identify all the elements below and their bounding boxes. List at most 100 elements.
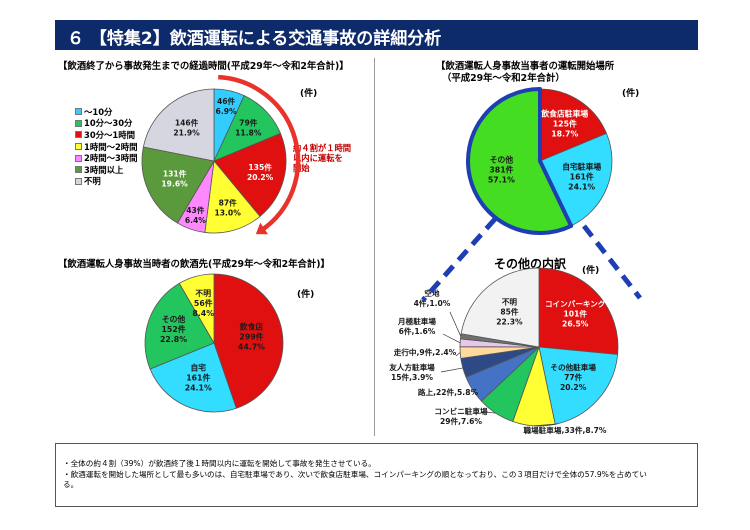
data-label: 職場駐車場,33件,8.7%	[524, 425, 607, 435]
legend-label: 1時間～2時間	[84, 141, 138, 152]
legend-item: 不明	[75, 176, 138, 188]
legend-label: 10分～30分	[84, 118, 133, 129]
summary-box: ・全体の約４割（39%）が飲酒終了後１時間以内に運転を開始して事故を発生させてい…	[55, 443, 698, 507]
data-label: 22.8%	[160, 335, 187, 344]
page-title: ６ 【特集2】飲酒運転による交通事故の詳細分析	[67, 29, 442, 49]
unit-label-elapsed: (件)	[300, 89, 318, 99]
pie-slice	[213, 273, 284, 409]
data-label: 友人方駐車場	[389, 362, 435, 372]
unit-label-other: (件)	[582, 266, 600, 276]
leader-line	[440, 367, 463, 373]
data-label: 56件	[194, 298, 213, 308]
leader-line	[485, 411, 496, 414]
summary-line3: る。	[63, 480, 79, 489]
legend-label: 30分～1時間	[84, 129, 135, 140]
legend-swatch	[75, 131, 82, 139]
pie-slice	[460, 267, 540, 348]
drinking-place-chart-title: 【飲酒運転人身事故当時者の飲酒先(平成29年～令和2年合計)】	[58, 259, 330, 270]
data-label: 29件,7.6%	[440, 416, 482, 426]
data-label: 125件	[553, 119, 577, 129]
legend-label: 2時間～3時間	[84, 153, 138, 164]
data-label: 26.5%	[562, 320, 589, 329]
pie-slice	[538, 346, 619, 425]
data-label: その他	[490, 155, 514, 165]
legend-item: 2時間～3時間	[75, 152, 138, 164]
pie-slice	[204, 160, 261, 234]
leader-line	[472, 388, 477, 391]
data-label: 24.1%	[568, 183, 595, 192]
unit-label-drinking: (件)	[297, 290, 315, 300]
data-label: 381件	[489, 165, 513, 175]
arrow-note-line2: 以内に運転を	[293, 153, 343, 163]
data-label: 44.7%	[238, 343, 265, 352]
connector-line	[421, 217, 497, 302]
data-label: 21.9%	[173, 128, 200, 137]
legend-item: ～10分	[75, 106, 138, 118]
section-divider	[374, 58, 375, 436]
data-label: 101件	[564, 309, 588, 319]
pie-slice	[141, 146, 215, 224]
legend-swatch	[75, 166, 82, 174]
data-label: 6.4%	[185, 216, 206, 225]
data-label: 22.3%	[496, 318, 523, 327]
pie-slice	[144, 282, 215, 370]
data-label: 8.4%	[192, 309, 214, 318]
unit-label-start: (件)	[622, 89, 640, 99]
data-label: 161件	[570, 172, 594, 182]
elapsed-chart-title: 【飲酒終了から事故発生までの経過時間(平成29年～令和2年合計)】	[58, 61, 349, 72]
data-label: 20.2%	[247, 173, 274, 182]
data-label: 18.7%	[551, 130, 578, 139]
leader-line	[442, 333, 461, 344]
data-label: 79件	[239, 118, 258, 128]
leader-line	[533, 423, 558, 427]
legend-item: 10分～30分	[75, 118, 138, 130]
data-label: 自宅駐車場	[562, 162, 601, 172]
data-label: 146件	[175, 117, 199, 127]
data-label: 46件	[217, 96, 236, 106]
data-label: 4件,1.0%	[414, 298, 451, 308]
elapsed-legend: ～10分 10分～30分 30分～1時間 1時間～2時間 2時間～3時間 3時間…	[75, 106, 138, 187]
start-place-title-line2: （平成29年～令和2年合計）	[442, 73, 565, 84]
start-place-title-line1: 【飲酒運転人身事故当事者の運転開始場所	[436, 61, 615, 72]
legend-swatch	[75, 154, 82, 162]
data-label: 飲食店	[239, 322, 264, 332]
data-label: コンビニ駐車場	[434, 406, 488, 416]
pie-slice	[213, 132, 287, 217]
data-label: 161件	[186, 372, 210, 382]
data-label: 不明	[502, 298, 518, 307]
data-label: 飲食店駐車場	[540, 109, 588, 119]
leader-line	[455, 352, 461, 357]
data-label: 13.0%	[214, 209, 241, 218]
legend-label: ～10分	[84, 106, 113, 117]
data-label: 77件	[564, 372, 583, 382]
legend-label: 不明	[84, 176, 101, 187]
connector-line	[582, 224, 642, 300]
pie-slice	[142, 88, 215, 162]
data-label: 135件	[248, 162, 272, 172]
legend-item: 1時間～2時間	[75, 141, 138, 153]
data-label: コインパーキング	[545, 299, 606, 309]
data-label: 87件	[219, 198, 238, 208]
data-label: 152件	[161, 324, 185, 334]
pie-slice	[538, 267, 619, 355]
curved-arrow	[218, 74, 301, 233]
chart-decorations	[218, 74, 642, 302]
data-label: 路上,22件,5.8%	[418, 387, 479, 397]
data-label: 15件,3.9%	[391, 372, 433, 382]
data-label: 不明	[195, 289, 211, 298]
data-label: 11.8%	[235, 129, 262, 138]
pie-slice	[539, 132, 613, 227]
legend-swatch	[75, 177, 82, 185]
arrow-note: 約４割が１時間 以内に運転を 開始	[293, 143, 351, 173]
data-label: 月極駐車場	[397, 316, 436, 326]
arrow-note-line3: 開始	[293, 163, 310, 173]
data-label: 走行中,9件,2.4%	[393, 347, 457, 357]
data-label: 131件	[163, 168, 187, 178]
pie-slice	[539, 88, 608, 162]
summary-line1: ・全体の約４割（39%）が飲酒終了後１時間以内に運転を開始して事故を発生させてい…	[63, 459, 376, 468]
data-label: 43件	[186, 205, 205, 215]
